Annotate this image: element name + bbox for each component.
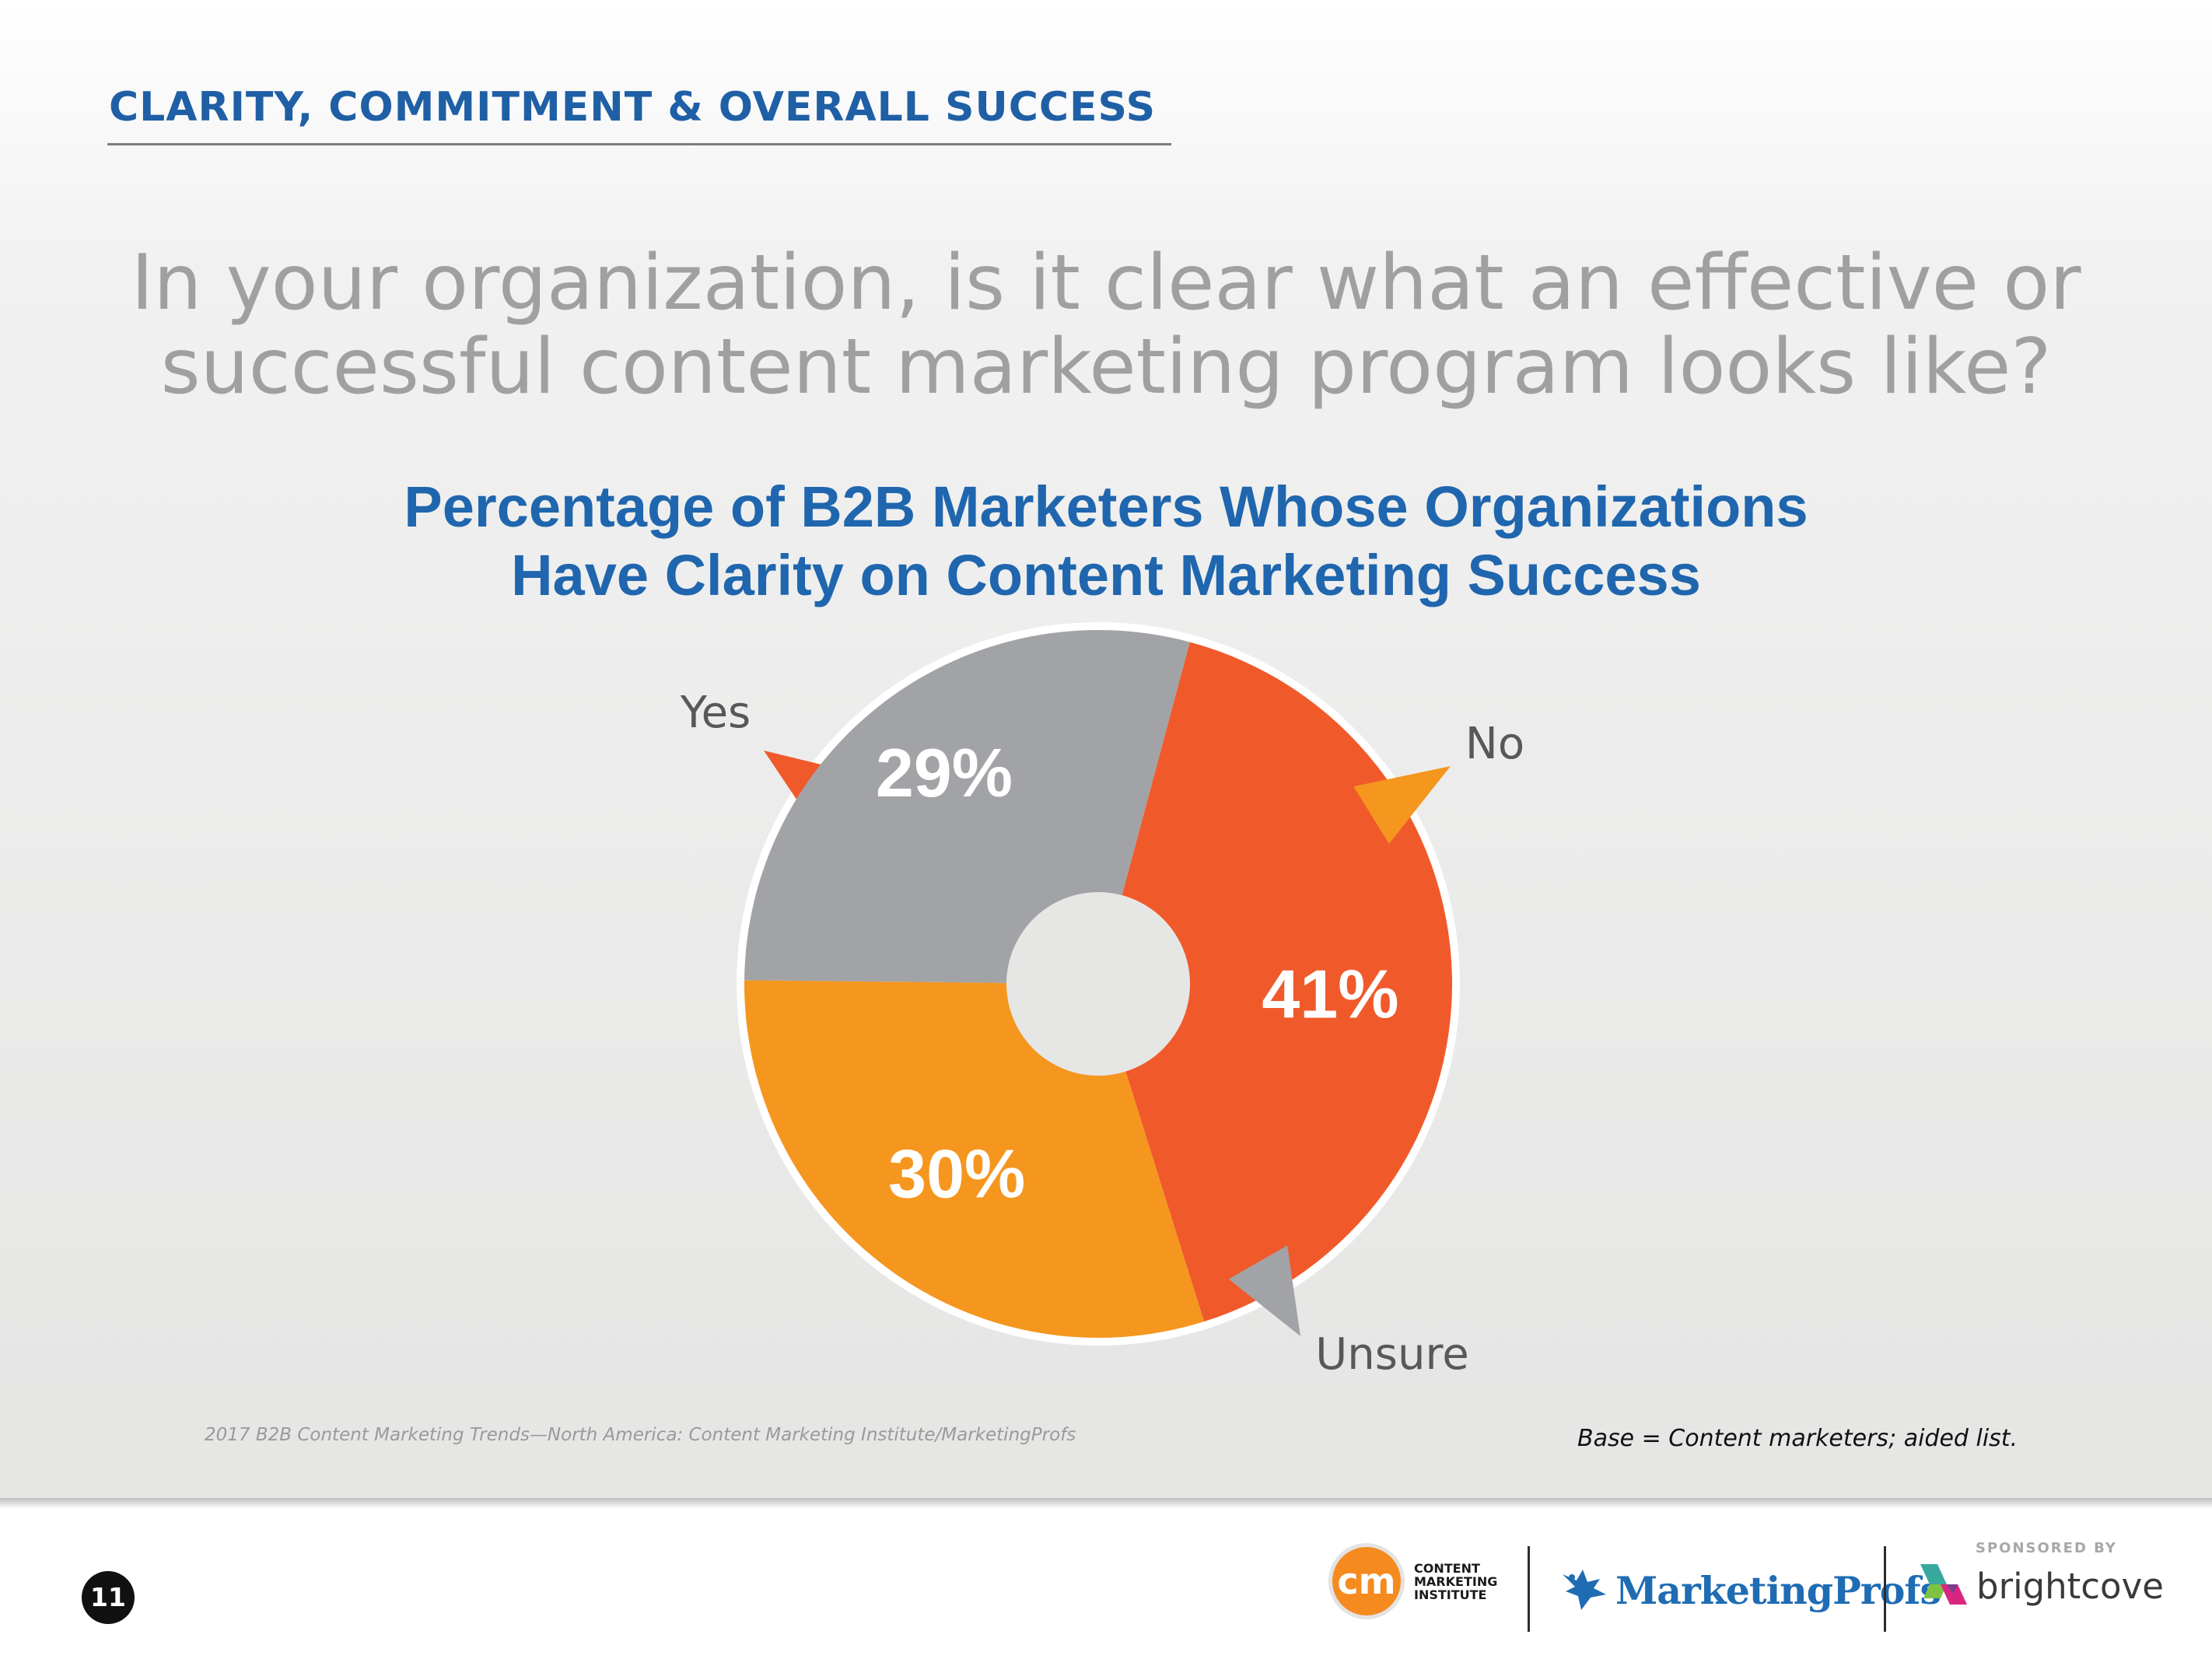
callout-tail-unsure <box>1228 1245 1300 1336</box>
marketingprofs-logo[interactable]: MarketingProfs <box>1559 1563 1941 1618</box>
logo-divider <box>1884 1546 1886 1632</box>
section-title: CLARITY, COMMITMENT & OVERALL SUCCESS <box>109 84 1157 131</box>
value-label-unsure: 29% <box>876 734 1013 811</box>
cmi-logo[interactable]: cm CONTENT MARKETING INSTITUTE <box>1328 1543 1500 1629</box>
question-line-1: In your organization, is it clear what a… <box>131 239 2081 327</box>
survey-question: In your organization, is it clear what a… <box>47 241 2165 409</box>
sponsored-by-label: SPONSORED BY <box>1976 1540 2117 1556</box>
brightcove-mark-icon <box>1920 1564 1967 1605</box>
brightcove-logo[interactable]: brightcove <box>1917 1559 2164 1622</box>
value-label-yes: 41% <box>1262 955 1398 1032</box>
slice-yes <box>1098 642 1453 1322</box>
marketingprofs-wordmark: MarketingProfs <box>1615 1568 1941 1613</box>
brightcove-wordmark: brightcove <box>1976 1566 2164 1607</box>
source-citation: 2017 B2B Content Marketing Trends—North … <box>205 1425 1076 1445</box>
chart-title-line-1: Percentage of B2B Marketers Whose Organi… <box>404 474 1808 539</box>
cmi-line-3: INSTITUTE <box>1414 1587 1487 1602</box>
cmi-wordmark: CONTENT MARKETING INSTITUTE <box>1414 1562 1500 1601</box>
chart-title-line-2: Have Clarity on Content Marketing Succes… <box>511 543 1701 607</box>
category-label-no: No <box>1465 719 1524 769</box>
cmi-line-1: CONTENT <box>1414 1561 1480 1576</box>
category-label-yes: Yes <box>680 688 751 738</box>
marketingprofs-bird-icon <box>1563 1570 1606 1610</box>
page-number: 11 <box>82 1571 135 1624</box>
category-label-unsure: Unsure <box>1315 1329 1468 1380</box>
section-title-underline <box>107 143 1171 145</box>
cmi-line-2: MARKETING <box>1414 1574 1498 1589</box>
callout-tail-no <box>1353 766 1451 844</box>
cmi-logo-icon: cm <box>1328 1543 1405 1619</box>
donut-hole <box>1006 892 1190 1076</box>
base-note: Base = Content marketers; aided list. <box>1577 1425 2018 1452</box>
footer-divider <box>0 1498 2212 1509</box>
logo-divider <box>1528 1546 1530 1632</box>
chart-title: Percentage of B2B Marketers Whose Organi… <box>156 473 2056 610</box>
question-line-2: successful content marketing program loo… <box>160 323 2052 411</box>
value-label-no: 30% <box>888 1136 1025 1213</box>
